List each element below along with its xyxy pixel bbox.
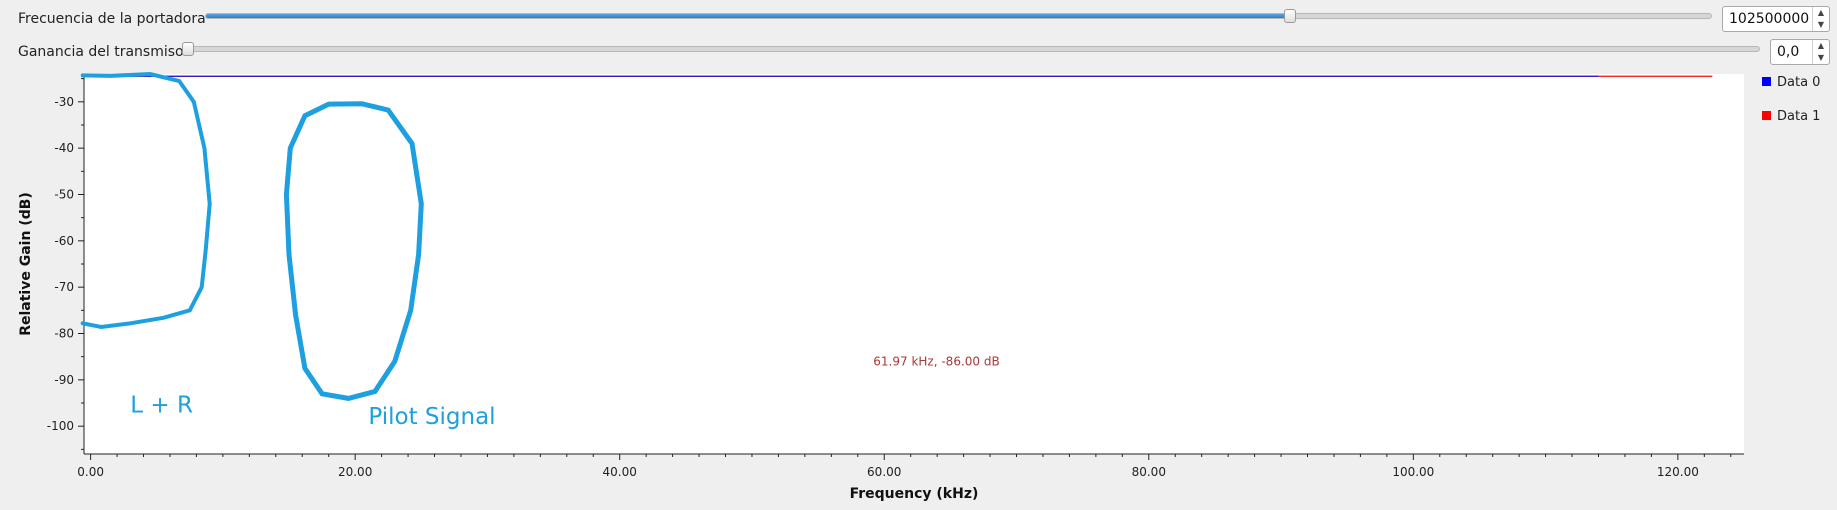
legend-swatch [1762,111,1771,120]
pilot-signal-circle [283,101,424,401]
x-tick-label: 40.00 [603,465,637,479]
y-tick-label: -40 [54,141,74,155]
transmitter-gain-slider[interactable] [188,46,1760,52]
legend-label: Data 0 [1777,75,1820,90]
x-tick-label: 100.00 [1392,465,1434,479]
y-tick-label: -80 [54,327,74,341]
y-ticks: -30 -40 -50 -60 -70 -80 -90 -100 [47,78,84,450]
legend: Data 0 Data 1 [1762,75,1820,124]
chevron-up-icon[interactable]: ▲ [1817,8,1825,17]
transmitter-gain-label: Ganancia del transmisor [18,44,190,60]
x-tick-label: 80.00 [1132,465,1166,479]
transmitter-gain-spinbox[interactable]: 0,0 ▲ ▼ [1770,39,1830,65]
chevron-down-icon[interactable]: ▼ [1817,53,1825,62]
annotation-l-plus-r: L + R [130,392,193,418]
carrier-frequency-slider-handle[interactable] [1284,9,1297,23]
x-tick-label: 60.00 [867,465,901,479]
carrier-frequency-slider-fill [206,14,1292,18]
transmitter-gain-value[interactable]: 0,0 [1777,44,1800,60]
transmitter-gain-row: Ganancia del transmisor 0,0 ▲ ▼ [0,37,1837,67]
plot-canvas[interactable] [84,74,1744,454]
hand-drawn-annotations [80,71,424,401]
x-tick-label: 0.00 [77,465,104,479]
y-tick-label: -90 [54,373,74,387]
chevron-up-icon[interactable]: ▲ [1817,41,1825,50]
carrier-frequency-slider[interactable] [205,13,1712,19]
legend-swatch [1762,77,1771,86]
x-tick-label: 20.00 [338,465,372,479]
carrier-frequency-value[interactable]: 102500000 [1729,11,1810,27]
chevron-down-icon[interactable]: ▼ [1817,20,1825,29]
transmitter-gain-slider-handle[interactable] [182,42,194,56]
carrier-frequency-spin-arrows: ▲ ▼ [1812,7,1829,31]
y-tick-label: -60 [54,234,74,248]
x-axis-title: Frequency (kHz) [850,486,979,502]
carrier-frequency-spinbox[interactable]: 102500000 ▲ ▼ [1722,6,1830,32]
transmitter-gain-spin-arrows: ▲ ▼ [1812,40,1829,64]
legend-label: Data 1 [1777,109,1820,124]
y-tick-label: -30 [54,95,74,109]
y-tick-label: -70 [54,280,74,294]
x-tick-label: 120.00 [1657,465,1699,479]
frequency-plot[interactable]: -30 -40 -50 -60 -70 -80 -90 -100 0.00 20.00 40.00… [0,66,1837,510]
annotation-pilot-signal: Pilot Signal [368,404,495,430]
x-ticks: 0.00 20.00 40.00 60.00 80.00 100.00 120.00 [77,454,1732,479]
carrier-frequency-label: Frecuencia de la portadora [18,11,206,27]
marker-readout: 61.97 kHz, -86.00 dB [873,354,999,368]
carrier-frequency-row: Frecuencia de la portadora 102500000 ▲ ▼ [0,4,1837,34]
y-tick-label: -100 [47,419,74,433]
y-tick-label: -50 [54,187,74,201]
l-plus-r-circle [80,71,212,330]
y-axis-title: Relative Gain (dB) [18,192,34,336]
